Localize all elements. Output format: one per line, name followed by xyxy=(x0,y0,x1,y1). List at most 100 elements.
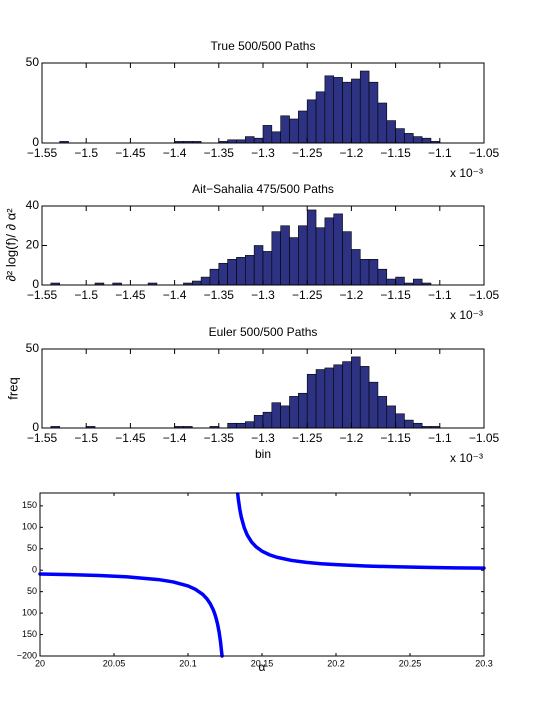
x-tick-label: −1.05 xyxy=(469,431,500,445)
bar xyxy=(289,237,299,286)
bar xyxy=(404,133,414,144)
x-tick-label: −1.35 xyxy=(204,431,235,445)
x-tick-label: −1.4 xyxy=(163,146,187,160)
x-tick-label: −1.45 xyxy=(115,288,146,302)
x-tick-label: 20.3 xyxy=(475,658,493,668)
x-tick-label: −1.55 xyxy=(27,431,58,445)
x-tick-label: −1.35 xyxy=(204,288,235,302)
x-offset-label: x 10⁻³ xyxy=(450,451,483,465)
bar xyxy=(253,137,264,144)
y-tick-label: 0 xyxy=(32,277,39,291)
x-tick-label: −1.55 xyxy=(27,288,58,302)
bar xyxy=(289,118,299,144)
bar xyxy=(359,70,370,144)
bar xyxy=(280,405,290,429)
bar xyxy=(368,381,379,429)
y-tick-label: −200 xyxy=(17,650,37,660)
bar xyxy=(262,125,273,144)
axes-title: Euler 500/500 Paths xyxy=(209,325,318,339)
bar xyxy=(368,259,379,286)
bar xyxy=(262,411,273,429)
bar xyxy=(377,396,388,429)
bar xyxy=(315,369,326,429)
y-tick-label: 0 xyxy=(32,565,37,575)
bar xyxy=(404,419,414,429)
bar xyxy=(395,276,405,286)
y-axis-label: freq xyxy=(5,377,20,399)
bar xyxy=(324,367,335,429)
x-tick-label: 20.15 xyxy=(251,658,274,668)
bar xyxy=(412,278,423,286)
x-tick-label: −1.2 xyxy=(340,288,364,302)
bar xyxy=(245,136,255,144)
bar xyxy=(253,245,264,286)
bar xyxy=(271,231,281,286)
x-axis-label: bin xyxy=(255,447,271,461)
bar xyxy=(315,227,326,286)
bar xyxy=(359,259,370,286)
bar xyxy=(298,225,308,286)
bar xyxy=(324,217,335,286)
bar xyxy=(395,128,405,144)
x-tick-label: −1.45 xyxy=(115,431,146,445)
bar xyxy=(324,75,335,144)
bar xyxy=(412,422,423,429)
y-tick-label: 50 xyxy=(27,543,37,553)
bar xyxy=(377,268,388,286)
bar xyxy=(253,415,264,429)
bar xyxy=(245,421,255,429)
bar xyxy=(298,110,308,144)
bar xyxy=(218,262,228,286)
x-tick-label: −1.5 xyxy=(74,288,98,302)
x-tick-label: −1.3 xyxy=(251,431,275,445)
bar xyxy=(342,361,352,429)
x-tick-label: −1.25 xyxy=(292,431,323,445)
bar xyxy=(271,402,281,429)
x-tick-label: −1.2 xyxy=(340,146,364,160)
bar xyxy=(306,209,317,286)
bar xyxy=(386,405,396,429)
x-tick-label: −1.1 xyxy=(428,431,452,445)
bar xyxy=(262,251,273,286)
y-axis-label: ∂² log(f)/ ∂ α² xyxy=(3,208,18,282)
bar xyxy=(342,81,352,144)
bar xyxy=(342,231,352,286)
bar xyxy=(421,137,432,144)
bar xyxy=(298,392,308,429)
y-tick-label: 100 xyxy=(22,522,37,532)
y-tick-label: 40 xyxy=(26,198,40,212)
bar xyxy=(333,364,343,429)
y-tick-label: 0 xyxy=(32,135,39,149)
x-tick-label: −1.05 xyxy=(469,146,500,160)
y-tick-label: 150 xyxy=(22,629,37,639)
y-tick-label: 50 xyxy=(26,341,40,355)
x-tick-label: 20.25 xyxy=(399,658,422,668)
axes-title: Ait−Sahalia 475/500 Paths xyxy=(192,182,334,196)
x-tick-label: 20.05 xyxy=(103,658,126,668)
x-tick-label: −1.25 xyxy=(292,146,323,160)
bar xyxy=(227,259,237,286)
bar xyxy=(271,131,281,144)
x-tick-label: −1.15 xyxy=(380,431,411,445)
y-tick-label: 50 xyxy=(26,55,40,69)
x-tick-label: 20.2 xyxy=(327,658,345,668)
y-tick-label: 50 xyxy=(27,586,37,596)
bar xyxy=(351,249,361,286)
bar xyxy=(351,356,361,429)
bar xyxy=(200,276,211,286)
x-tick-label: −1.15 xyxy=(380,146,411,160)
x-tick-label: −1.1 xyxy=(428,288,452,302)
data-line xyxy=(38,492,486,658)
bar xyxy=(412,136,423,144)
axes-title: True 500/500 Paths xyxy=(211,39,316,53)
bar xyxy=(236,422,246,429)
bar xyxy=(227,422,237,429)
x-tick-label: 20 xyxy=(35,658,45,668)
x-tick-label: −1.4 xyxy=(163,288,187,302)
bar xyxy=(333,77,343,144)
bar xyxy=(351,78,361,144)
bar xyxy=(386,278,396,286)
bar xyxy=(315,91,326,144)
